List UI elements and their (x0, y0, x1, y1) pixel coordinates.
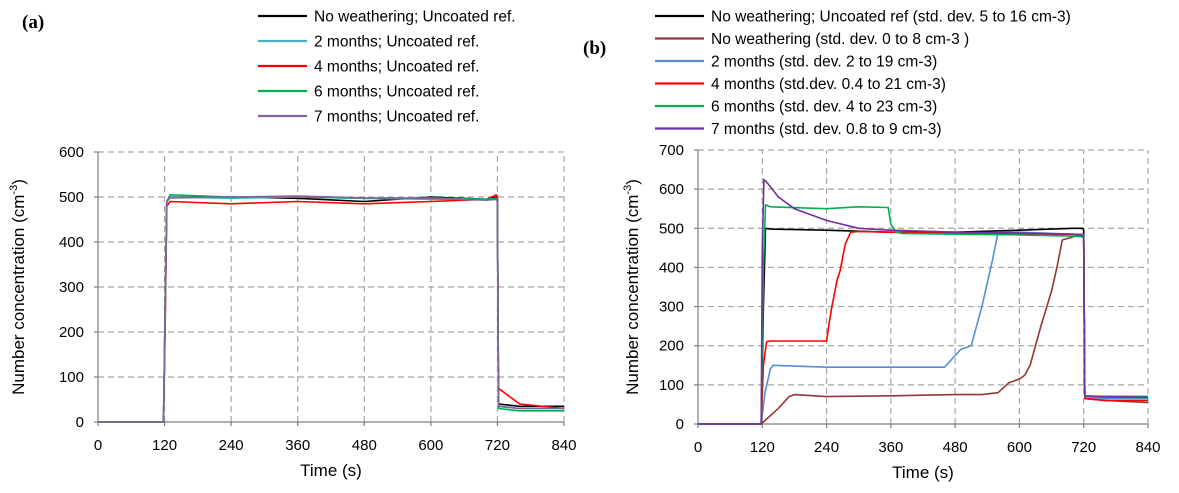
series-line-6 (698, 178, 1149, 425)
y-tick-label: 600 (659, 181, 684, 198)
y-tick-label: 400 (659, 259, 684, 276)
series-line-4 (98, 194, 564, 423)
series-line-5 (98, 195, 564, 423)
legend-entry: 4 months (std.dev. 0.4 to 21 cm-3) (711, 76, 946, 93)
x-tick-label: 240 (814, 439, 839, 456)
legend-entry: 4 months; Uncoated ref. (314, 59, 479, 76)
x-tick-label: 840 (1135, 439, 1160, 456)
x-axis-title: Time (s) (892, 463, 954, 482)
x-tick-label: 600 (1007, 439, 1032, 456)
y-tick-label: 100 (659, 377, 684, 394)
panel-label: (b) (583, 38, 606, 59)
x-tick-label: 480 (352, 437, 377, 454)
chart-panel-a: 0 120 240 360 480 600 720 840 0 100 200 300 400 500 60… (8, 9, 577, 481)
legend-entry: No weathering; Uncoated ref. (314, 9, 516, 26)
x-tick-label: 0 (694, 439, 702, 456)
legend-entry: 7 months; Uncoated ref. (314, 109, 479, 126)
y-tick-label: 200 (659, 338, 684, 355)
x-tick-label: 720 (1071, 439, 1096, 456)
legend-entry: 6 months (std. dev. 4 to 23 cm-3) (711, 99, 937, 116)
y-axis-title: Number concentration (cm-3) (8, 179, 28, 395)
x-tick-label: 360 (878, 439, 903, 456)
y-tick-label: 500 (659, 220, 684, 237)
series-line-1 (98, 196, 564, 423)
y-axis-title-main: Number concentration (cm (623, 195, 642, 395)
y-tick-label: 400 (59, 234, 84, 251)
legend-entry: No weathering; Uncoated ref (std. dev. 5… (711, 9, 1071, 26)
y-axis-title-sup: -3 (8, 185, 20, 195)
x-axis-title: Time (s) (300, 461, 362, 480)
y-tick-label: 300 (59, 279, 84, 296)
x-tick-label: 120 (152, 437, 177, 454)
legend-entry: 2 months; Uncoated ref. (314, 34, 479, 51)
chart-panel-b: 0 120 240 360 480 600 720 840 0 100 200 300 400 500 60… (583, 9, 1161, 483)
y-tick-label: 0 (76, 414, 84, 431)
legend-entry: 2 months (std. dev. 2 to 19 cm-3) (711, 54, 937, 71)
y-tick-label: 200 (59, 324, 84, 341)
legend-entry: 6 months; Uncoated ref. (314, 84, 479, 101)
y-tick-label: 300 (659, 299, 684, 316)
series-line-2 (698, 233, 1149, 425)
y-axis-title-end: ) (9, 179, 28, 185)
y-tick-label: 600 (59, 144, 84, 161)
x-tick-label: 120 (750, 439, 775, 456)
legend-entry: No weathering (std. dev. 0 to 8 cm-3 ) (711, 31, 969, 48)
y-axis-title-sup: -3 (622, 185, 634, 195)
y-axis-title: Number concentration (cm-3) (622, 179, 642, 395)
x-tick-label: 840 (551, 437, 576, 454)
y-tick-label: 700 (659, 142, 684, 159)
panel-label: (a) (22, 12, 44, 33)
x-tick-label: 720 (485, 437, 510, 454)
x-tick-label: 360 (285, 437, 310, 454)
x-tick-label: 600 (418, 437, 443, 454)
series-line-2 (98, 196, 564, 423)
x-tick-label: 0 (94, 437, 102, 454)
y-tick-label: 500 (59, 189, 84, 206)
y-tick-label: 100 (59, 369, 84, 386)
y-axis-title-main: Number concentration (cm (9, 195, 28, 395)
series-line-3 (98, 194, 565, 423)
legend-entry: 7 months (std. dev. 0.8 to 9 cm-3) (711, 121, 942, 138)
x-tick-label: 240 (219, 437, 244, 454)
y-axis-title-end: ) (623, 179, 642, 185)
y-tick-label: 0 (676, 416, 684, 433)
x-tick-label: 480 (943, 439, 968, 456)
